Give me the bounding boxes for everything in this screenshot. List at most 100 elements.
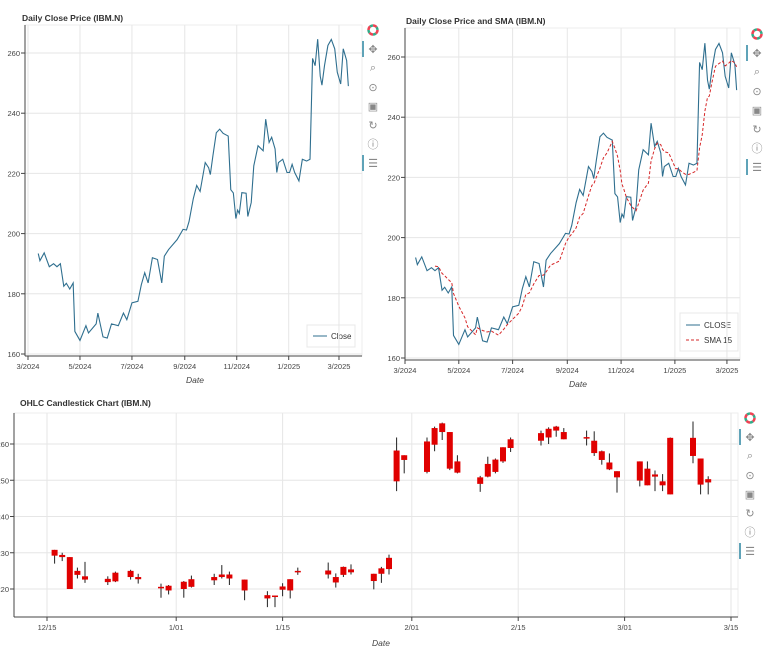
reset-icon[interactable]: ↻ [368,119,378,132]
box-zoom-icon[interactable]: ⌕ [753,65,761,78]
candle-body [218,574,225,578]
candle-body [424,441,430,472]
x-tick-label: 12/15 [38,623,57,632]
candle-body [583,437,590,439]
reset-icon[interactable]: ↻ [745,507,755,520]
y-tick-label: 180 [7,290,20,299]
close-sma-chart[interactable]: Daily Close Price and SMA (IBM.N) Date C… [387,16,741,389]
y-tick-label: 220 [0,585,9,594]
y-tick-label: 160 [7,350,20,359]
pan-tool-icon[interactable]: ✥ [739,429,757,445]
chart-title: Daily Close Price and SMA (IBM.N) [406,16,546,26]
bokeh-logo-icon[interactable] [743,410,757,426]
candle [484,456,491,478]
candle [66,557,73,589]
candle-body [180,581,187,589]
y-tick-label: 200 [7,230,20,239]
candle-body [340,566,347,575]
x-tick-label: 3/2024 [394,366,417,375]
close-line [415,42,738,346]
candle-body [241,579,248,591]
candle [424,437,430,474]
save-icon[interactable]: ▣ [744,488,756,501]
candle-body [74,570,81,575]
y-tick-label: 240 [7,109,20,118]
candle-body [332,577,339,583]
candle-body [112,572,119,582]
candle-body [477,477,484,484]
candle [606,453,613,471]
candle-body [82,576,88,580]
candle [705,476,712,495]
help-icon[interactable]: ⓘ [751,143,763,155]
save-icon[interactable]: ▣ [751,104,763,117]
hover-tool-icon[interactable]: ☰ [362,155,380,171]
help-icon[interactable]: ⓘ [367,139,379,151]
x-tick-label: 5/2024 [68,362,91,371]
candle [294,567,301,575]
box-zoom-icon[interactable]: ⌕ [746,449,754,462]
toolbar-sma-chart: ✥ ⌕ ⊙ ▣ ↻ ⓘ ☰ [746,26,765,175]
candle [477,475,484,492]
candle [340,566,347,578]
x-axis-label: Date [186,375,204,385]
candle [652,470,658,492]
reset-icon[interactable]: ↻ [752,123,762,136]
candle [112,571,119,583]
pan-tool-icon[interactable]: ✥ [362,41,380,57]
candle [287,579,294,599]
bokeh-logo-icon[interactable] [750,26,764,42]
candle [74,567,81,579]
candle [598,450,605,465]
hover-tool-icon[interactable]: ☰ [746,159,764,175]
pan-tool-icon[interactable]: ✥ [746,45,764,61]
candle [492,458,499,474]
y-tick-label: 230 [0,549,9,558]
close-price-chart[interactable]: Daily Close Price (IBM.N) Date Close 160… [7,13,363,385]
candle-body [507,439,514,448]
bokeh-logo-icon[interactable] [366,22,380,38]
x-tick-label: 2/15 [511,623,526,632]
candle-body [484,463,491,477]
candle-body [135,577,142,580]
candle [614,471,620,493]
candle [500,447,506,463]
candle-body [401,455,408,460]
toolbar-close-chart: ✥ ⌕ ⊙ ▣ ↻ ⓘ ☰ [362,22,381,171]
candle [370,573,377,590]
candle [667,437,674,495]
help-icon[interactable]: ⓘ [744,527,756,539]
candle [560,428,567,440]
save-icon[interactable]: ▣ [367,100,379,113]
x-tick-label: 9/2024 [173,362,196,371]
wheel-zoom-icon[interactable]: ⊙ [752,85,762,98]
y-tick-label: 260 [7,49,20,58]
plot-area [24,24,363,357]
toolbar-ohlc-chart: ✥ ⌕ ⊙ ▣ ↻ ⓘ ☰ [739,410,758,559]
y-tick-label: 160 [387,354,400,363]
candle [135,573,142,584]
candle [545,427,552,444]
y-tick-label: 240 [0,513,9,522]
x-tick-label: 1/01 [169,623,184,632]
candle [264,591,271,608]
candle-body [386,557,392,570]
candle [165,585,172,595]
ohlc-candlestick-chart[interactable]: OHLC Candlestick Chart (IBM.N) Date 220 2… [0,398,739,648]
candle [127,569,134,580]
box-zoom-icon[interactable]: ⌕ [369,61,377,74]
candle [636,461,643,487]
candle [591,431,598,456]
candle [211,573,218,586]
candle [401,455,408,474]
candle [378,566,385,583]
hover-tool-icon[interactable]: ☰ [739,543,757,559]
candle-body [378,568,385,574]
candle-body [500,447,506,462]
y-tick-label: 240 [387,113,400,122]
wheel-zoom-icon[interactable]: ⊙ [745,469,755,482]
candle [644,461,651,486]
candle [439,422,446,441]
wheel-zoom-icon[interactable]: ⊙ [368,81,378,94]
candle-body [446,432,453,469]
